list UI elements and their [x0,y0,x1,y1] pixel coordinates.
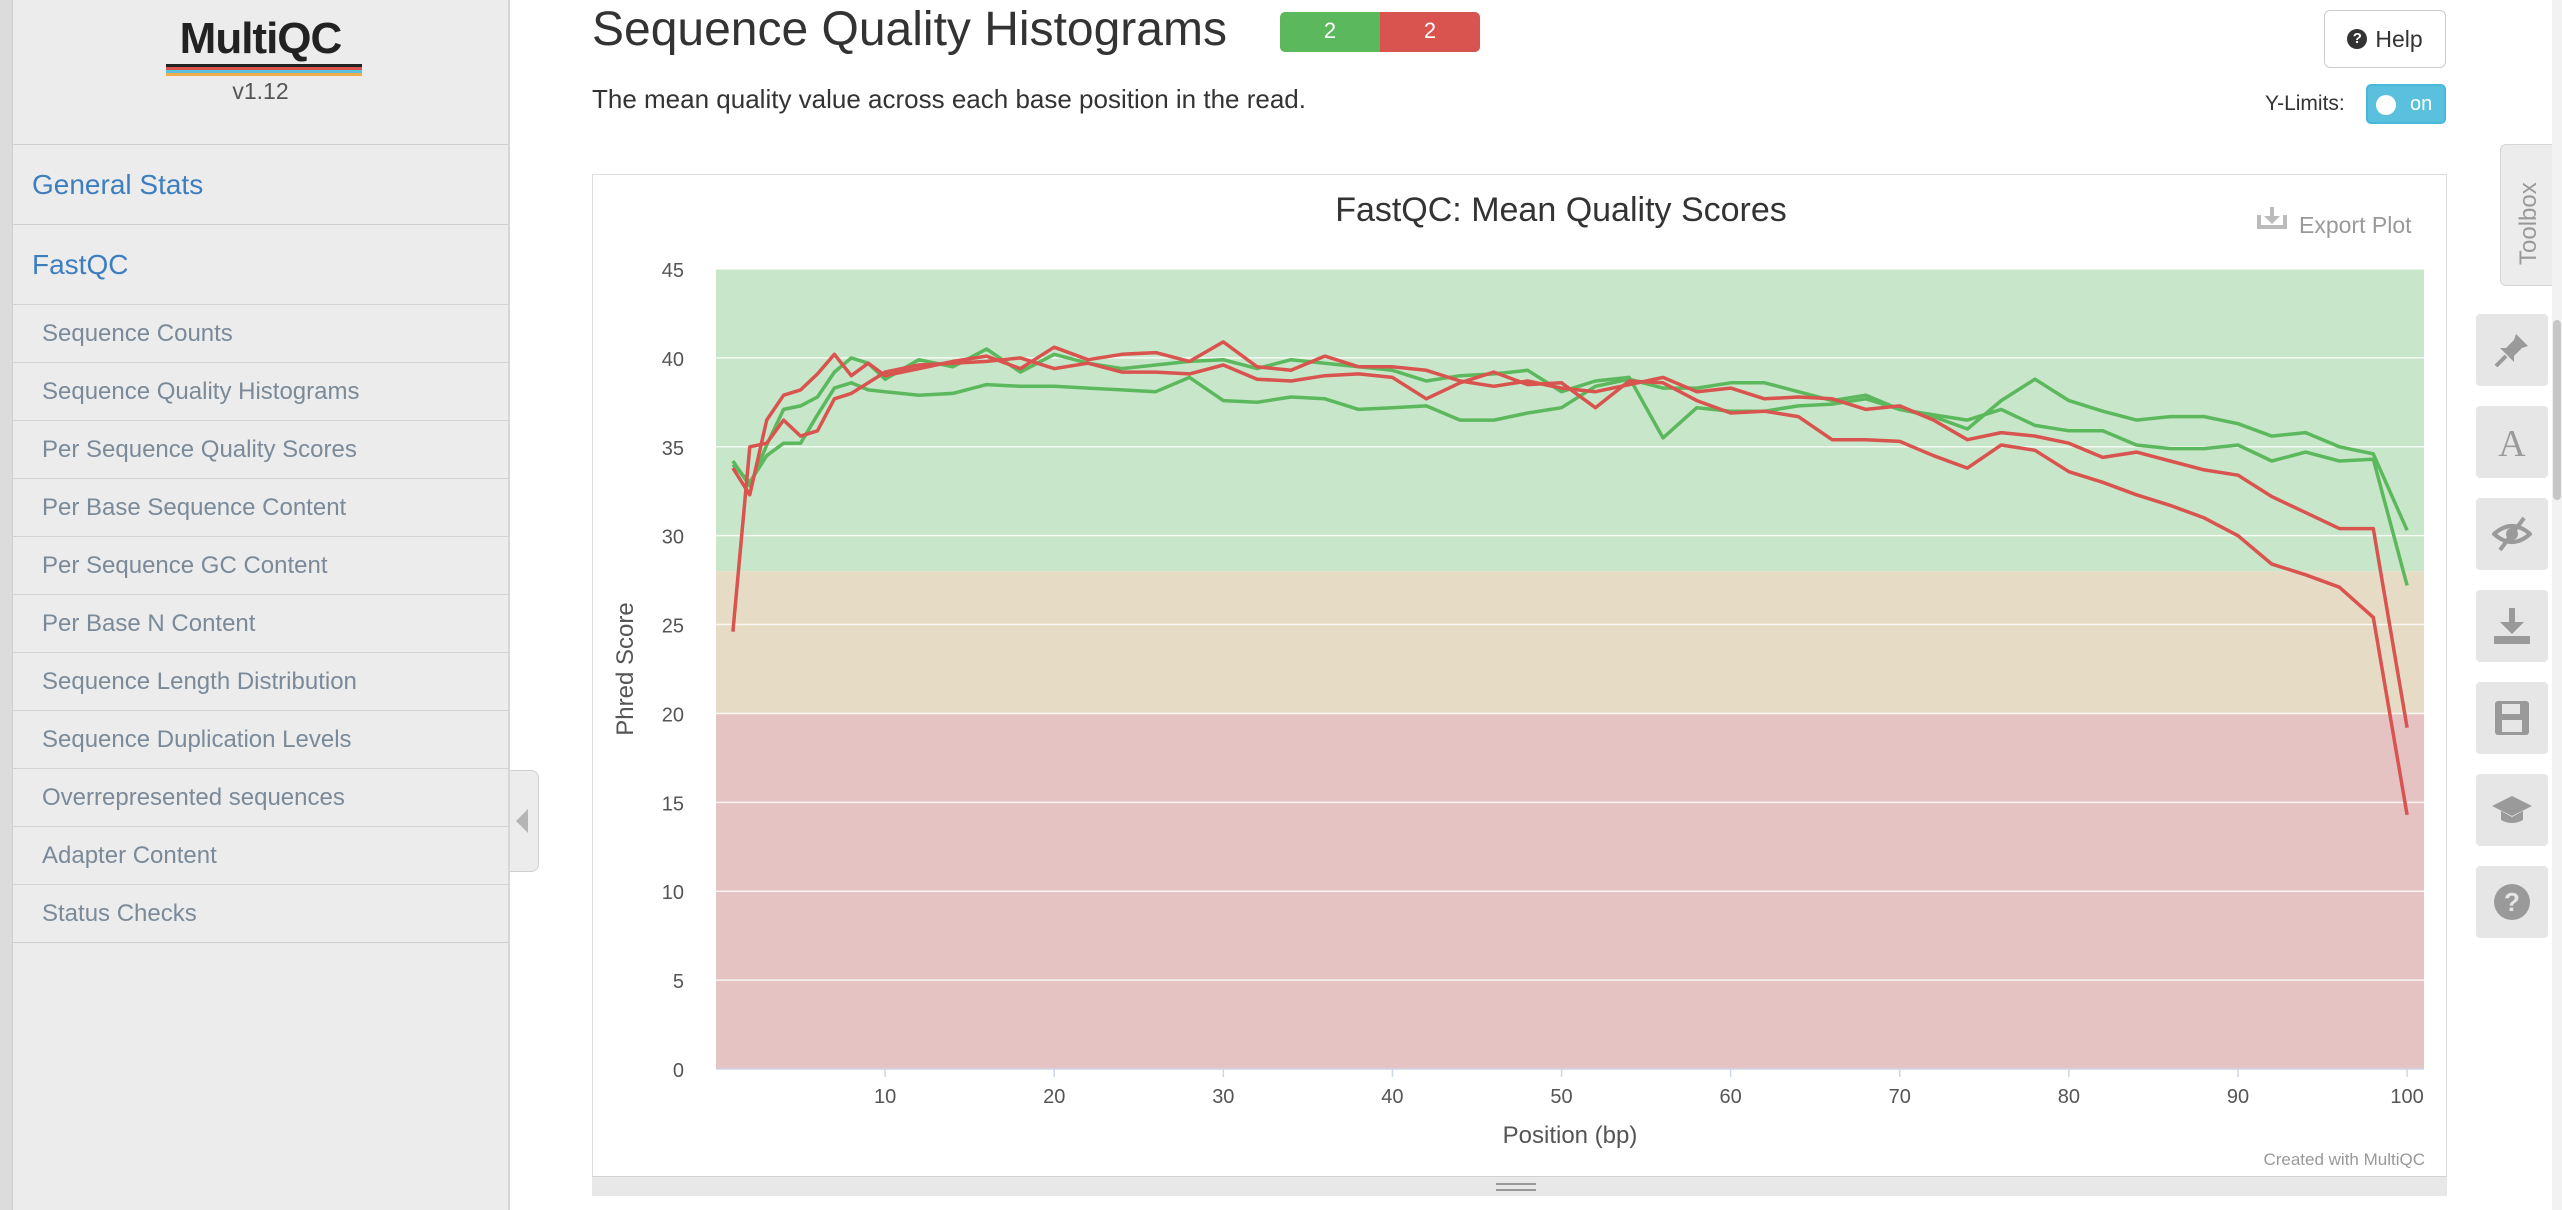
export-tool-button[interactable] [2476,590,2548,662]
download-icon [2257,207,2287,229]
save-icon [2495,701,2529,735]
y-tick-label-30: 30 [662,527,684,549]
help-icon: ? [2494,884,2530,920]
x-tick-label-30: 30 [1212,1086,1234,1108]
section-description: The mean quality value across each base … [592,84,1306,114]
rename-tool-button[interactable]: A [2476,406,2548,478]
plot-band-0 [716,269,2424,572]
nav-item-fastqc[interactable]: FastQC [12,224,509,304]
ylimits-toggle-label: on [2410,93,2433,115]
font-icon: A [2498,423,2526,462]
nav-subitem-sequence-quality-histograms[interactable]: Sequence Quality Histograms [12,362,509,420]
export-plot-button[interactable]: Export Plot [2257,207,2412,238]
nav-subitem-status-checks[interactable]: Status Checks [12,884,509,942]
x-tick-label-70: 70 [1889,1086,1911,1108]
y-tick-label-20: 20 [662,704,684,726]
nav-subitem-per-base-sequence-content[interactable]: Per Base Sequence Content [12,478,509,536]
status-bar[interactable]: 2 2 [1280,12,1480,52]
toolbox-tab[interactable]: Toolbox [2500,144,2562,286]
y-tick-label-5: 5 [673,971,684,993]
about-tool-button[interactable] [2476,774,2548,846]
svg-text:?: ? [2504,887,2520,917]
credit-label: Created with MultiQC [2263,1150,2425,1169]
y-tick-label-25: 25 [662,616,684,638]
ylimits-toggle[interactable]: on [2366,84,2446,124]
help-button-label: Help [2375,25,2423,52]
help-tool-button[interactable]: ? [2476,866,2548,938]
toggle-knob [2376,95,2396,115]
nav-subitem-per-sequence-gc-content[interactable]: Per Sequence GC Content [12,536,509,594]
ylimits-label: Y-Limits: [2265,92,2345,115]
nav-item-general-stats[interactable]: General Stats [12,144,509,224]
help-button[interactable]: ? Help [2324,10,2446,68]
nav-subitem-sequence-length-distribution[interactable]: Sequence Length Distribution [12,652,509,710]
chevron-left-icon [516,809,528,833]
x-tick-label-100: 100 [2390,1086,2423,1108]
series-line-1 [731,375,2409,586]
plot-panel: 0 5 10 15 20 25 30 35 40 45 10 20 30 40 50 60 70 80 90 100 … [592,174,2447,1180]
y-tick-label-10: 10 [662,882,684,904]
download-icon [2494,608,2530,644]
y-tick-label-15: 15 [662,793,684,815]
y-axis-label: Phred Score [612,602,639,735]
series-line-3 [731,356,2409,816]
toolbox-label: Toolbox [2515,182,2542,265]
nav-subitem-sequence-duplication-levels[interactable]: Sequence Duplication Levels [12,710,509,768]
status-pass-count[interactable]: 2 [1280,12,1380,52]
x-tick-label-40: 40 [1381,1086,1403,1108]
section-title: Sequence Quality Histograms [592,3,1227,56]
grip-icon [1496,1183,1536,1191]
logo[interactable]: MultiQC v1.12 [12,0,509,144]
sidebar: MultiQC v1.12 General Stats FastQC Seque… [0,0,510,1210]
y-tick-label-0: 0 [673,1060,684,1082]
graduation-cap-icon [2492,796,2532,823]
series-line-4 [731,340,2409,728]
page-scrollbar-thumb[interactable] [2553,320,2561,500]
x-tick-label-80: 80 [2058,1086,2080,1108]
eye-slash-icon [2492,516,2532,552]
export-plot-label: Export Plot [2299,212,2412,238]
x-tick-label-10: 10 [874,1086,896,1108]
sidebar-collapse-button[interactable] [510,770,539,872]
x-tick-label-20: 20 [1043,1086,1065,1108]
y-tick-label-35: 35 [662,438,684,460]
chart-title: FastQC: Mean Quality Scores [1335,191,1787,229]
sidebar-nav: General Stats FastQC Sequence Counts Seq… [12,144,509,943]
pin-icon [2494,334,2528,368]
y-tick-label-45: 45 [662,260,684,282]
y-tick-label-40: 40 [662,349,684,371]
page-scrollbar[interactable] [2552,0,2562,1210]
question-circle-icon: ? [2347,29,2368,49]
x-tick-label-90: 90 [2227,1086,2249,1108]
hide-samples-tool-button[interactable] [2476,498,2548,570]
sidebar-edge [0,0,13,1210]
nav-subitem-adapter-content[interactable]: Adapter Content [12,826,509,884]
logo-stripes [166,64,362,76]
plot-resize-handle[interactable] [592,1176,2447,1196]
x-axis-label: Position (bp) [1503,1122,1638,1149]
nav-subitem-sequence-counts[interactable]: Sequence Counts [12,304,509,362]
status-fail-count[interactable]: 2 [1380,12,1480,52]
nav-subitem-per-sequence-quality-scores[interactable]: Per Sequence Quality Scores [12,420,509,478]
nav-divider [12,942,509,943]
plot-band-1 [716,571,2424,714]
x-tick-label-50: 50 [1550,1086,1572,1108]
nav-subitem-per-base-n-content[interactable]: Per Base N Content [12,594,509,652]
svg-text:A: A [2498,423,2526,462]
highlight-tool-button[interactable] [2476,314,2548,386]
version-label: v1.12 [232,78,289,104]
x-tick-label-60: 60 [1720,1086,1742,1108]
nav-subitem-overrepresented-sequences[interactable]: Overrepresented sequences [12,768,509,826]
save-settings-tool-button[interactable] [2476,682,2548,754]
logo-text: MultiQC [179,14,343,63]
